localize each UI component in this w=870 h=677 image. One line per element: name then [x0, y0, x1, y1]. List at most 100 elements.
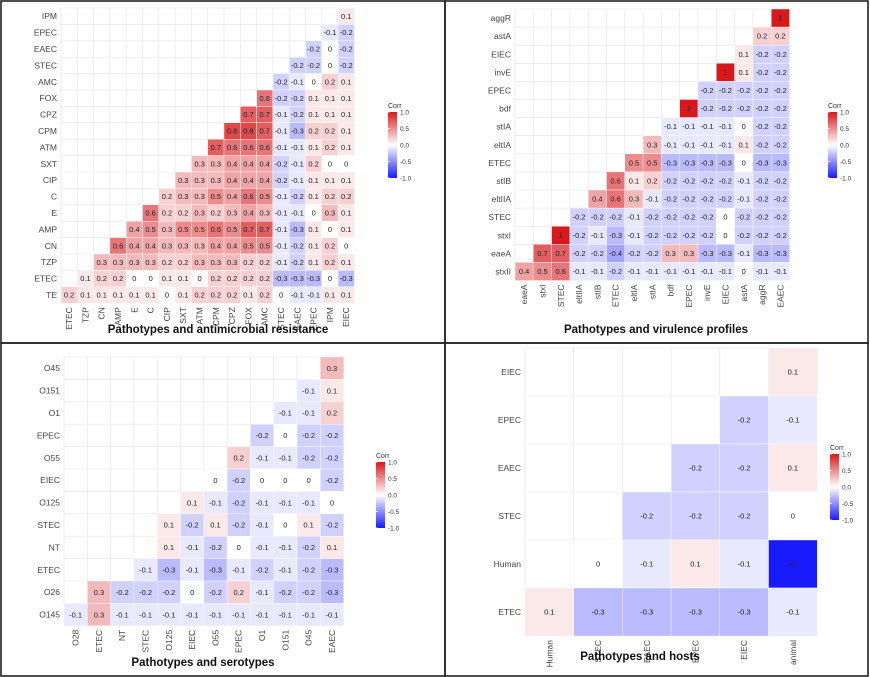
cell-value-label: 0.1 — [164, 543, 174, 552]
cell-value-label: 0.2 — [308, 127, 318, 136]
cell-value-label: -0.2 — [325, 454, 338, 463]
cell-value-label: -0.2 — [701, 213, 714, 222]
legend-colorbar — [830, 454, 839, 520]
cell-value-label: -0.1 — [232, 566, 245, 575]
row-label: STEC — [37, 520, 60, 530]
cell-value-label: 0 — [328, 274, 332, 283]
cell-value-label: 0.1 — [325, 94, 335, 103]
cell-value-label: -0.1 — [291, 176, 304, 185]
row-label: EIEC — [491, 49, 511, 59]
cell-value-label: 0.4 — [519, 267, 529, 276]
column-label: aggR — [757, 285, 767, 305]
cell-value-label: 0.5 — [537, 267, 547, 276]
cell-value-label: 0.6 — [145, 209, 155, 218]
cell-value-label: -0.2 — [291, 110, 304, 119]
column-label: O125 — [164, 630, 174, 651]
cell-value-label: -0.1 — [275, 225, 288, 234]
heatmap-cell — [719, 539, 769, 589]
cell-value-label: -0.3 — [275, 274, 288, 283]
cell-value-label: -0.2 — [340, 45, 353, 54]
cell-value-label: 0.1 — [341, 143, 351, 152]
cell-value-label: 0.2 — [162, 258, 172, 267]
cell-value-label: -0.2 — [232, 498, 245, 507]
heatmap-cell — [719, 587, 769, 637]
cell-value-label: -0.2 — [646, 249, 659, 258]
cell-value-label: -0.1 — [302, 610, 315, 619]
cell-value-label: -0.2 — [573, 249, 586, 258]
cell-value-label: -0.2 — [209, 588, 222, 597]
cell-value-label: 0.5 — [178, 225, 188, 234]
cell-value-label: 0.1 — [544, 608, 554, 617]
cell-value-label: 0.1 — [690, 560, 700, 569]
cell-value-label: 0.1 — [80, 274, 90, 283]
heatmap-cell — [337, 286, 355, 304]
cell-value-label: -0.2 — [232, 521, 245, 530]
cell-value-label: -0.2 — [232, 476, 245, 485]
cell-value-label: -0.1 — [737, 177, 750, 186]
cell-value-label: -0.1 — [737, 249, 750, 258]
cell-value-label: 0.1 — [341, 110, 351, 119]
cell-value-label: -0.1 — [275, 110, 288, 119]
cell-value-label: -0.2 — [646, 231, 659, 240]
panel-caption: Pathotypes and antimicrobial resistance — [108, 324, 329, 336]
cell-value-label: 0.5 — [211, 192, 221, 201]
cell-value-label: 0.2 — [162, 209, 172, 218]
cell-value-label: -0.1 — [302, 386, 315, 395]
column-label: Human — [544, 640, 554, 668]
cell-value-label: -0.1 — [279, 454, 292, 463]
cell-value-label: 0 — [328, 45, 332, 54]
panel-caption: Pathotypes and hosts — [580, 651, 700, 663]
cell-value-label: 0.3 — [684, 249, 694, 258]
row-label: EIEC — [501, 367, 521, 377]
column-label: eltIA — [629, 284, 639, 301]
heatmap-cell — [768, 443, 818, 493]
cell-value-label: -0.1 — [664, 140, 677, 149]
cell-value-label: -0.2 — [682, 177, 695, 186]
cell-value-label: -0.2 — [756, 140, 769, 149]
row-label: O145 — [39, 610, 60, 620]
cell-value-label: 0.3 — [178, 176, 188, 185]
cell-value-label: -0.1 — [682, 267, 695, 276]
cell-value-label: 0 — [328, 159, 332, 168]
cell-value-label: -0.2 — [756, 177, 769, 186]
cell-value-label: 0 — [149, 274, 153, 283]
cell-value-label: 0 — [791, 512, 795, 521]
row-label: NT — [49, 542, 60, 552]
cell-value-label: 0.2 — [178, 258, 188, 267]
cell-value-label: -0.1 — [627, 267, 640, 276]
cell-value-label: 0.1 — [325, 110, 335, 119]
cell-value-label: -0.2 — [719, 86, 732, 95]
cell-value-label: 0.1 — [303, 521, 313, 530]
cell-value-label: 0.6 — [243, 192, 253, 201]
cell-value-label: -0.1 — [256, 543, 269, 552]
heatmap-hosts: 0.1 -0.2 -0.1 -0.2 -0.2 0.1 -0.2 -0.2 -0.2 0 0 -0.1… — [494, 347, 854, 668]
cell-value-label: 0.2 — [113, 274, 123, 283]
cell-value-label: 0.1 — [788, 464, 798, 473]
cell-value-label: 0.1 — [341, 176, 351, 185]
cell-value-label: -0.1 — [701, 267, 714, 276]
cell-value-label: -0.3 — [291, 274, 304, 283]
heatmap-cell — [768, 395, 818, 445]
row-label: O26 — [44, 587, 60, 597]
cell-value-label: 0.1 — [145, 291, 155, 300]
heatmap-antimicrobial: 0.1-0.1 -0.2-0.2 0 -0.2-0.2 -0.2 0 -0.2-0.2 -0.… — [34, 7, 412, 336]
row-label: Human — [494, 559, 522, 569]
column-label: O151 — [280, 630, 290, 651]
cell-value-label: -0.2 — [756, 122, 769, 131]
cell-value-label: 0.6 — [556, 267, 566, 276]
cell-value-label: 0.2 — [64, 291, 74, 300]
cell-value-label: -0.2 — [774, 104, 787, 113]
row-label: eltIIA — [492, 194, 512, 204]
cell-value-label: -0.1 — [646, 267, 659, 276]
cell-value-label: 0.4 — [592, 195, 602, 204]
cell-value-label: -0.1 — [139, 566, 152, 575]
cell-value-label: 0.2 — [260, 291, 270, 300]
cell-value-label: 0 — [330, 498, 334, 507]
column-label: AMC — [260, 307, 270, 326]
legend-tick-label: -0.5 — [400, 159, 412, 166]
heatmap-cell — [768, 587, 818, 637]
row-label: EPEC — [488, 85, 511, 95]
cell-value-label: -0.2 — [325, 431, 338, 440]
